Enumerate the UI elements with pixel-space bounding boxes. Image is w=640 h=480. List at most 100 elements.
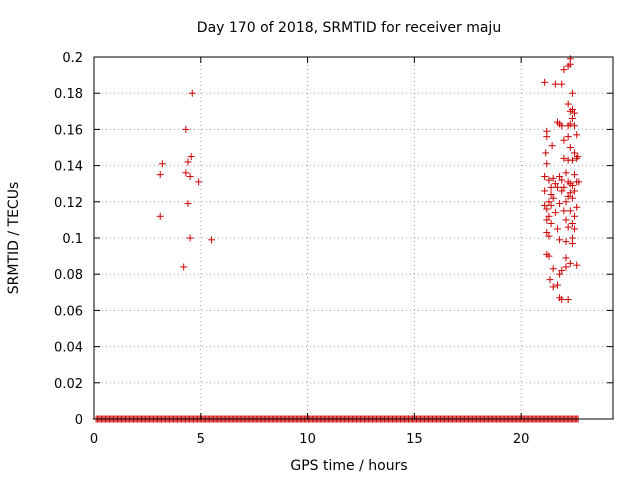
data-point — [543, 229, 551, 237]
data-point — [568, 239, 576, 247]
data-point — [158, 160, 166, 168]
data-point — [566, 120, 574, 128]
data-point — [560, 66, 568, 74]
data-point — [548, 142, 556, 150]
grid — [94, 57, 613, 419]
axis-ticks — [93, 56, 613, 420]
data-point — [556, 236, 564, 244]
data-point — [568, 89, 576, 97]
data-point — [560, 207, 568, 215]
data-point — [547, 201, 555, 209]
data-point — [566, 189, 574, 197]
data-point — [543, 205, 551, 213]
data-point — [545, 198, 553, 206]
data-point — [186, 172, 194, 180]
y-tick-label: 0.14 — [54, 160, 83, 175]
data-point — [571, 212, 579, 220]
data-point — [553, 281, 561, 289]
data-point — [571, 225, 579, 233]
data-point — [571, 109, 579, 117]
x-tick-label: 5 — [197, 432, 205, 447]
data-point — [156, 212, 164, 220]
data-point — [574, 153, 582, 161]
data-point — [549, 283, 557, 291]
data-point — [556, 172, 564, 180]
data-point — [558, 187, 566, 195]
data-point — [558, 267, 566, 275]
data-point — [562, 169, 570, 177]
data-point — [564, 100, 572, 108]
data-point — [553, 183, 561, 191]
data-point — [566, 259, 574, 267]
data-point — [568, 105, 576, 113]
y-tick-label: 0.12 — [54, 196, 83, 211]
data-point — [547, 191, 555, 199]
data-point — [564, 296, 572, 304]
y-tick-label: 0.1 — [62, 232, 83, 247]
data-point — [182, 169, 190, 177]
data-point — [545, 252, 553, 260]
data-point — [551, 180, 559, 188]
data-point — [560, 136, 568, 144]
data-point — [156, 171, 164, 179]
data-point — [541, 201, 549, 209]
data-point — [187, 153, 195, 161]
data-point — [571, 187, 579, 195]
x-tick-label: 15 — [406, 432, 423, 447]
x-axis-label: GPS time / hours — [290, 458, 407, 474]
x-tick-labels: 0 5 10 15 20 — [90, 432, 530, 447]
data-point — [541, 187, 549, 195]
data-point — [564, 133, 572, 141]
data-point — [562, 198, 570, 206]
data-point — [568, 115, 576, 123]
data-points — [92, 55, 583, 423]
data-point — [571, 122, 579, 130]
data-point — [180, 263, 188, 271]
y-axis-label: SRMTID / TECUs — [6, 182, 22, 295]
data-point — [560, 154, 568, 162]
data-point — [556, 270, 564, 278]
data-point — [566, 60, 574, 68]
data-point — [568, 182, 576, 190]
data-point — [558, 122, 566, 130]
data-point — [558, 176, 566, 184]
data-point — [551, 80, 559, 88]
data-point — [562, 263, 570, 271]
y-tick-label: 0.02 — [54, 377, 83, 392]
data-point — [558, 296, 566, 304]
data-point — [184, 158, 192, 166]
data-point — [545, 176, 553, 184]
data-point — [549, 194, 557, 202]
data-point — [562, 238, 570, 246]
data-point — [549, 265, 557, 273]
data-point — [184, 200, 192, 208]
data-point — [564, 192, 572, 200]
data-point — [195, 178, 203, 186]
plot-frame — [93, 56, 614, 420]
y-tick-label: 0.08 — [54, 268, 83, 283]
data-point — [573, 203, 581, 211]
data-point — [568, 156, 576, 164]
data-point — [543, 133, 551, 141]
y-tick-label: 0 — [75, 413, 83, 428]
data-point — [562, 216, 570, 224]
data-point — [545, 212, 553, 220]
data-point — [207, 236, 215, 244]
x-tick-label: 20 — [513, 432, 530, 447]
data-point — [186, 234, 194, 242]
data-point — [566, 144, 574, 151]
data-point — [541, 78, 549, 86]
y-tick-labels: 0 0.02 0.04 0.06 0.08 0.1 0.12 0.14 0.16 0.18 0.2 — [54, 51, 83, 428]
data-point — [556, 200, 564, 208]
data-point — [562, 254, 570, 262]
data-point — [541, 172, 549, 180]
data-point — [553, 225, 561, 233]
data-point — [568, 220, 576, 228]
y-tick-label: 0.06 — [54, 304, 83, 319]
y-tick-label: 0.04 — [54, 341, 83, 356]
data-point — [571, 149, 579, 157]
data-point — [182, 125, 190, 133]
chart-title: Day 170 of 2018, SRMTID for receiver maj… — [197, 20, 501, 36]
data-point — [546, 276, 554, 284]
